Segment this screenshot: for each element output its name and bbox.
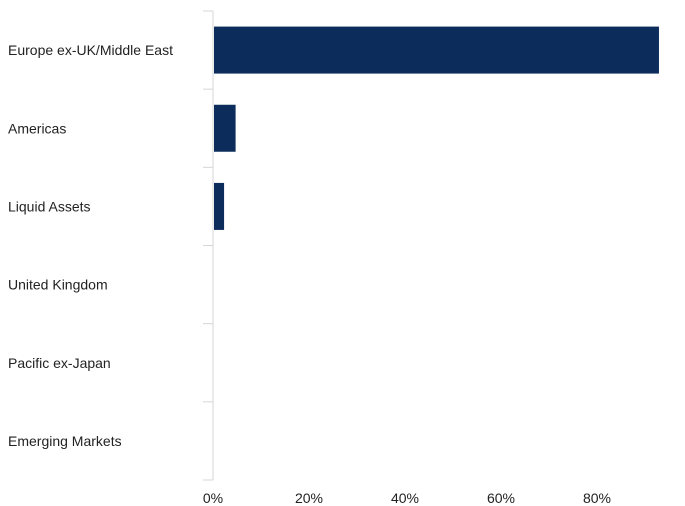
category-label: Emerging Markets [8, 433, 122, 449]
category-labels: Europe ex-UK/Middle East Americas Liquid A… [8, 42, 173, 449]
x-tick-label: 80% [583, 490, 611, 506]
category-label: Americas [8, 120, 66, 136]
bar-liquid-assets [214, 182, 225, 230]
category-label: Europe ex-UK/Middle East [8, 42, 173, 58]
category-label: Pacific ex-Japan [8, 355, 111, 371]
x-tick-label: 60% [487, 490, 515, 506]
category-label: Liquid Assets [8, 198, 91, 214]
x-tick-label: 20% [295, 490, 323, 506]
x-tick-label: 40% [391, 490, 419, 506]
bar-layer [214, 26, 659, 230]
axis-layer [203, 10, 214, 481]
x-tick-labels: 0% 20% 40% 60% 80% [203, 490, 611, 506]
x-tick-label: 0% [203, 490, 223, 506]
bar-europe-ex-uk-middle-east [214, 26, 659, 74]
bar-americas [214, 104, 236, 152]
category-label: United Kingdom [8, 277, 108, 293]
